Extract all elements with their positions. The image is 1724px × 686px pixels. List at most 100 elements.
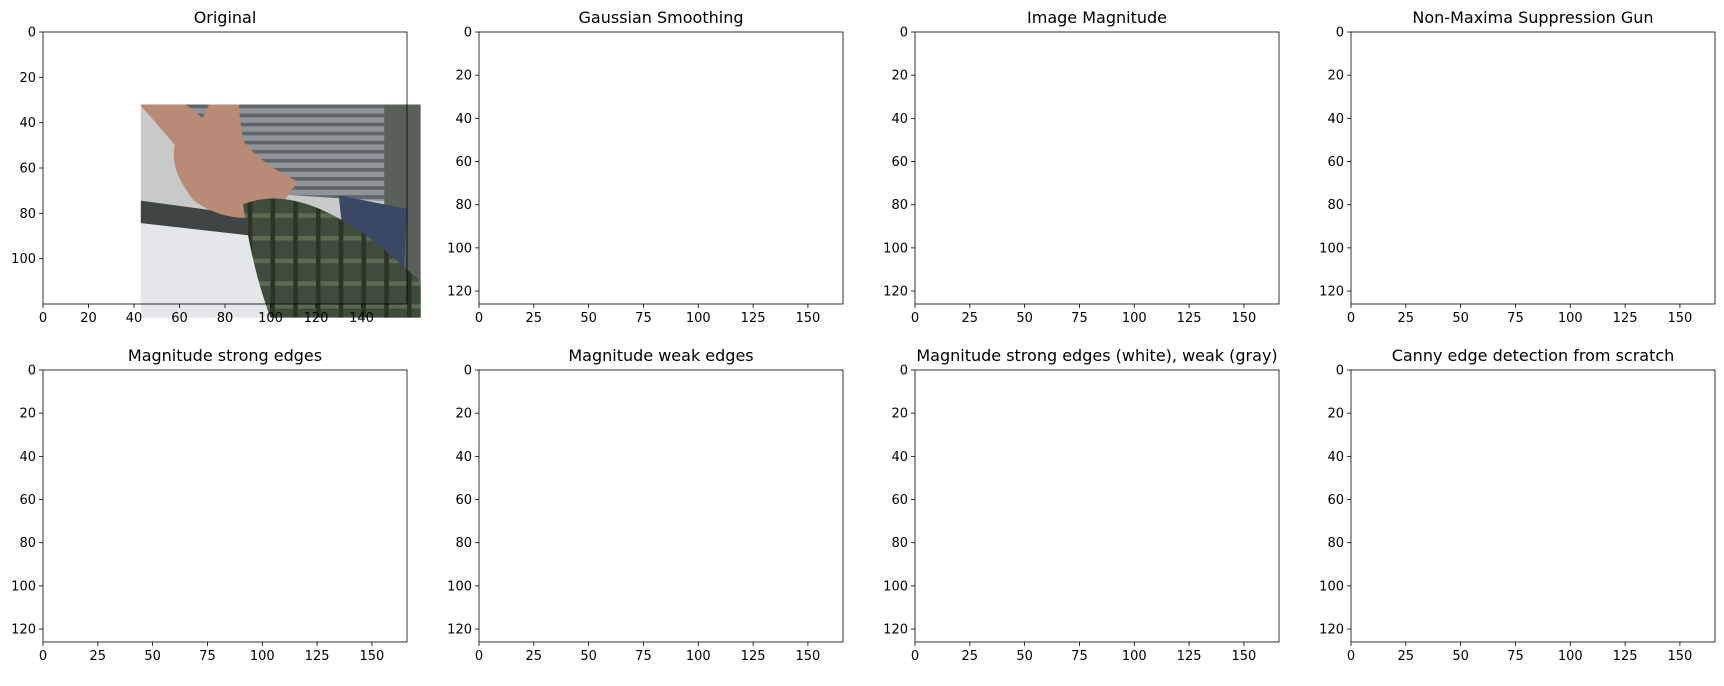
x-tick-label: 50 xyxy=(144,649,161,664)
edge-line xyxy=(1038,417,1095,464)
x-tick-label: 100 xyxy=(1558,649,1583,664)
edge-line xyxy=(1007,248,1046,291)
edge-line xyxy=(1112,521,1134,586)
y-tick-label: 40 xyxy=(455,112,472,127)
x-tick-label: 25 xyxy=(1398,311,1415,326)
y-tick-label: 60 xyxy=(19,162,36,177)
edge-line xyxy=(1112,183,1134,248)
edge-line xyxy=(1117,179,1165,209)
edge-line xyxy=(786,534,808,594)
y-tick-label: 60 xyxy=(891,493,908,508)
edge-line xyxy=(1434,192,1460,201)
axes-frame xyxy=(478,31,844,305)
panel-5: Magnitude strong edges 0 25 50 75 100 125 150 0 2… xyxy=(11,346,408,664)
y-tick-label: 40 xyxy=(19,116,36,131)
panel-title: Non-Maxima Suppression Gun xyxy=(1412,8,1653,27)
edge-line xyxy=(795,586,821,612)
x-tick-label: 100 xyxy=(250,649,275,664)
x-tick-label: 150 xyxy=(1232,649,1257,664)
x-tick-label: 0 xyxy=(475,649,483,664)
panel-1: Original 0 20 40 60 80 100 120 140 0 20 40 60 80 100 xyxy=(11,8,421,326)
edge-line xyxy=(1090,456,1143,508)
y-tick-label: 0 xyxy=(464,364,472,379)
edge-line xyxy=(1033,162,1182,257)
x-tick-label: 100 xyxy=(258,311,283,326)
edge-line xyxy=(1434,577,1487,629)
edge-line xyxy=(742,538,773,590)
image-area xyxy=(915,32,1279,304)
edge-line xyxy=(994,226,1090,245)
edge-line xyxy=(821,392,834,629)
edge-line xyxy=(589,448,624,474)
x-tick-label: 75 xyxy=(1507,311,1524,326)
x-tick-label: 150 xyxy=(1232,311,1257,326)
panel-title: Canny edge detection from scratch xyxy=(1392,346,1675,365)
x-tick-label: 0 xyxy=(1347,311,1355,326)
edge-line xyxy=(1222,196,1244,256)
y-tick-label: 80 xyxy=(891,198,908,213)
x-tick-label: 25 xyxy=(1398,649,1415,664)
x-tick-label: 0 xyxy=(39,311,47,326)
y-tick-label: 120 xyxy=(447,623,472,638)
panel-title: Magnitude weak edges xyxy=(568,346,753,365)
edge-line xyxy=(486,376,837,633)
x-tick-label: 0 xyxy=(39,649,47,664)
image-area xyxy=(43,370,407,642)
y-tick-label: 0 xyxy=(28,364,36,379)
panel-title: Original xyxy=(194,8,257,27)
edge-line xyxy=(1592,248,1645,283)
y-tick-label: 80 xyxy=(1327,198,1344,213)
edge-line xyxy=(1187,595,1244,612)
edge-line xyxy=(175,573,228,625)
edge-line xyxy=(153,448,188,474)
y-tick-label: 20 xyxy=(19,407,36,422)
y-tick-label: 20 xyxy=(891,407,908,422)
x-tick-label: 100 xyxy=(1122,649,1147,664)
edge-background xyxy=(1351,370,1715,642)
edge-line xyxy=(1623,257,1680,274)
edge-line xyxy=(1535,71,1548,118)
edge-line xyxy=(1614,538,1645,590)
edge-line xyxy=(676,521,698,586)
edge-line xyxy=(1676,392,1689,621)
edge-line xyxy=(1491,213,1513,239)
edge-line xyxy=(1553,517,1601,547)
edge-line xyxy=(1358,38,1709,295)
photo xyxy=(140,104,421,318)
edge-line xyxy=(1474,79,1531,126)
image-area xyxy=(479,370,843,642)
edge-line xyxy=(1042,474,1055,491)
edge-line xyxy=(760,435,773,495)
magnitude-map xyxy=(922,38,1273,295)
y-tick-label: 100 xyxy=(11,579,36,594)
y-tick-label: 120 xyxy=(883,285,908,300)
y-tick-label: 0 xyxy=(1336,364,1344,379)
edge-line xyxy=(1535,409,1548,456)
edge-line xyxy=(1222,62,1233,248)
edge-line xyxy=(998,239,1051,291)
axes-frame xyxy=(478,369,844,643)
y-tick-label: 20 xyxy=(455,407,472,422)
edge-line xyxy=(1178,543,1257,569)
edge-line xyxy=(1667,586,1693,612)
edge-line xyxy=(306,569,332,599)
edge-line xyxy=(1428,84,1483,136)
edge-line xyxy=(597,500,746,595)
x-tick-label: 75 xyxy=(635,649,652,664)
edge-line xyxy=(1483,573,1536,625)
edge-line xyxy=(1016,41,1018,119)
edge-line xyxy=(1240,54,1253,283)
edge-line xyxy=(1614,205,1693,231)
panel-8: Canny edge detection from scratch 0 25 50 75… xyxy=(1319,346,1716,664)
edge-line xyxy=(1483,387,1641,529)
y-tick-label: 80 xyxy=(891,536,908,551)
edge-line xyxy=(562,577,615,629)
axes-frame xyxy=(914,31,1280,305)
y-tick-label: 20 xyxy=(455,69,472,84)
x-tick-label: 25 xyxy=(526,311,543,326)
axes-frame xyxy=(914,369,1280,643)
edge-line xyxy=(983,426,1009,581)
x-tick-label: 20 xyxy=(80,311,97,326)
edge-line xyxy=(580,379,582,457)
